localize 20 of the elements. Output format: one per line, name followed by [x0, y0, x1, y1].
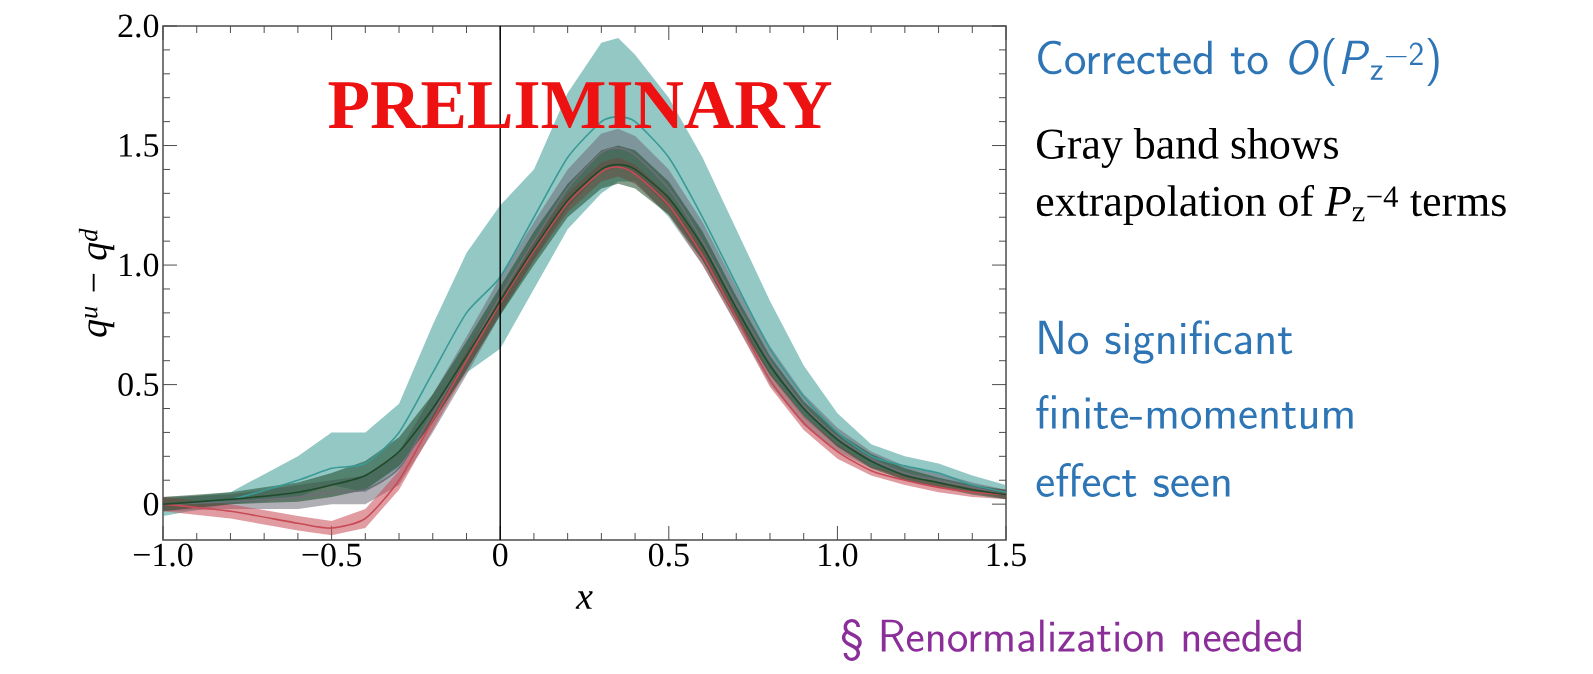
y-tick-label: 1.0: [120, 253, 159, 277]
y-tick-label: 2.0: [118, 14, 159, 38]
y-tick-label: 1.5: [120, 134, 159, 157]
text: effect seen: [1036, 463, 1230, 497]
x-tick-label: 1.5: [987, 543, 1026, 567]
x-tick-label: −1.0: [133, 543, 193, 567]
y-tick-label: 0.5: [118, 373, 159, 397]
x-tick-label: 1.0: [819, 543, 858, 567]
x-tick-label: 0: [493, 543, 508, 567]
y-tick-label: 0: [143, 492, 159, 516]
text: finite-momentum: [1036, 395, 1353, 429]
text: extrapolation of P$_{z}$$^{−4}$ terms: [1036, 184, 1506, 226]
text: Gray band shows: [1037, 128, 1338, 168]
text: No significant: [1039, 320, 1293, 364]
x-tick-label: 0.5: [648, 543, 689, 567]
x-axis-title: x: [575, 591, 593, 609]
text: Corrected to O(P$_{z}$$^{−2}$): [1038, 38, 1439, 86]
y-axis-title: q$^{u}$ − q$^{d}$: [78, 228, 115, 337]
x-tick-label: −0.5: [302, 543, 361, 567]
text: § Renormalization needed: [841, 619, 1301, 661]
